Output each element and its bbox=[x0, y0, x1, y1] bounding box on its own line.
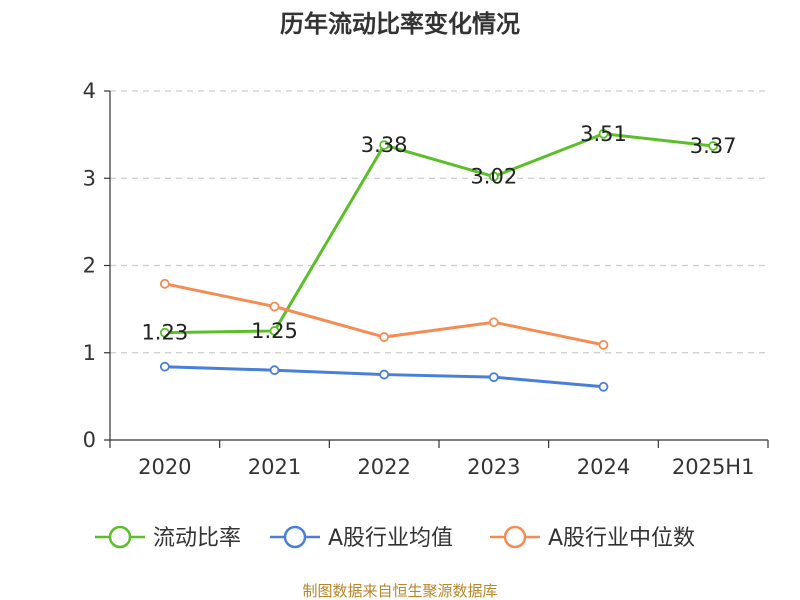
x-tick-label: 2025H1 bbox=[672, 455, 755, 479]
x-tick-label: 2023 bbox=[467, 455, 520, 479]
data-point bbox=[159, 361, 170, 372]
legend-item-0[interactable]: 流动比率 bbox=[95, 525, 241, 551]
data-point bbox=[379, 140, 390, 150]
data-point bbox=[159, 327, 170, 338]
x-tick-label: 2020 bbox=[138, 455, 191, 479]
data-label: 1.25 bbox=[251, 319, 298, 343]
legend-label: 流动比率 bbox=[153, 526, 241, 551]
legend-marker bbox=[283, 525, 307, 549]
legend-item-2[interactable]: A股行业中位数 bbox=[490, 525, 695, 551]
data-point bbox=[598, 128, 609, 139]
legend-label: A股行业均值 bbox=[328, 526, 453, 551]
series-2 bbox=[159, 278, 609, 350]
data-label: 3.38 bbox=[361, 133, 408, 157]
series-lines bbox=[159, 128, 719, 392]
legend-item-1[interactable]: A股行业均值 bbox=[270, 525, 453, 551]
series-line bbox=[164, 132, 714, 335]
data-point bbox=[269, 326, 280, 336]
legend-marker bbox=[503, 525, 527, 549]
data-point bbox=[488, 317, 499, 328]
x-tick-label: 2022 bbox=[357, 455, 410, 479]
data-point bbox=[488, 372, 499, 383]
x-tick-label: 2021 bbox=[248, 455, 301, 479]
legend-marker bbox=[108, 525, 132, 549]
y-tick-label: 0 bbox=[83, 428, 96, 452]
chart-title: 历年流动比率变化情况 bbox=[280, 10, 520, 38]
data-point bbox=[159, 278, 170, 289]
data-point bbox=[488, 171, 499, 182]
legend[interactable]: 流动比率 A股行业均值 A股行业中位数 bbox=[95, 525, 695, 551]
data-point bbox=[598, 339, 609, 350]
y-tick-label: 1 bbox=[83, 341, 96, 365]
legend-label: A股行业中位数 bbox=[548, 526, 695, 551]
gridlines bbox=[110, 90, 768, 354]
data-label: 1.23 bbox=[141, 321, 188, 345]
axes: 0 1 2 3 4 2020 2021 2022 2023 2024 2025H1 bbox=[83, 79, 769, 479]
series-0 bbox=[159, 128, 719, 338]
y-tick-label: 4 bbox=[83, 79, 96, 103]
x-tick-label: 2024 bbox=[577, 455, 630, 479]
data-point bbox=[598, 381, 609, 392]
data-point bbox=[269, 365, 280, 376]
data-point bbox=[269, 301, 280, 312]
data-label: 3.37 bbox=[690, 134, 737, 158]
y-tick-label: 2 bbox=[83, 254, 96, 278]
data-point bbox=[379, 369, 390, 380]
y-tick-label: 3 bbox=[83, 166, 96, 190]
source-note: 制图数据来自恒生聚源数据库 bbox=[302, 582, 497, 600]
data-labels: 1.23 1.25 3.38 3.02 3.51 3.37 bbox=[141, 122, 736, 345]
data-label: 3.02 bbox=[470, 165, 517, 189]
data-point bbox=[379, 332, 390, 342]
data-label: 3.51 bbox=[580, 122, 627, 146]
data-point bbox=[708, 141, 719, 151]
series-1 bbox=[159, 361, 609, 392]
